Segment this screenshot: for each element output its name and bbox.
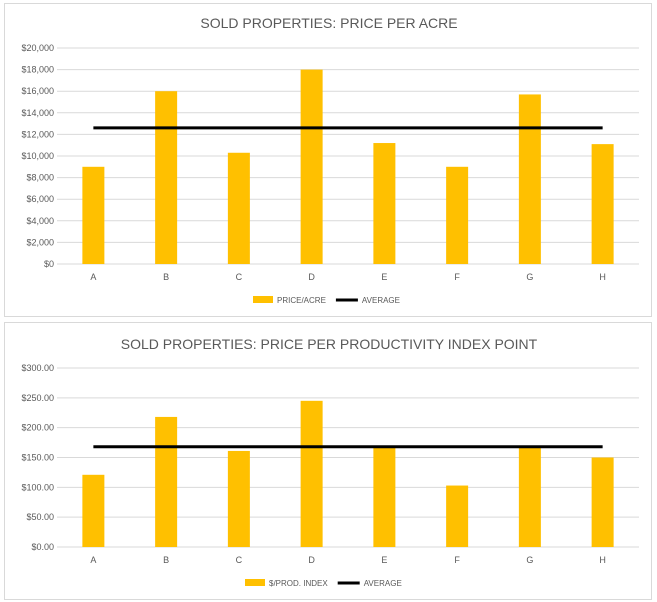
y-tick-label: $6,000 [26, 194, 54, 204]
legend: $/PROD. INDEX AVERAGE [245, 579, 402, 588]
x-tick-label: E [381, 272, 387, 282]
y-tick-label: $18,000 [21, 65, 54, 75]
x-tick-label: F [454, 555, 460, 565]
legend-swatch-bar [245, 579, 265, 586]
legend-label-bar: PRICE/ACRE [277, 296, 326, 305]
y-tick-label: $12,000 [21, 129, 54, 139]
bar-H [591, 457, 614, 547]
y-tick-label: $250.00 [21, 393, 54, 403]
y-tick-label: $16,000 [21, 86, 54, 96]
bar-D [300, 400, 323, 547]
bar-D [300, 69, 323, 264]
chart-panel-price-per-prod-index: SOLD PROPERTIES: PRICE PER PRODUCTIVITY … [4, 322, 652, 600]
chart-price-per-prod-index: SOLD PROPERTIES: PRICE PER PRODUCTIVITY … [21, 336, 639, 588]
x-tick-label: E [381, 555, 387, 565]
y-tick-label: $14,000 [21, 108, 54, 118]
bar-F [446, 485, 469, 547]
x-tick-label: C [236, 555, 243, 565]
bar-E [373, 143, 396, 264]
chart-price-per-acre: SOLD PROPERTIES: PRICE PER ACRE $0 $2,000… [21, 15, 639, 305]
bar-A [82, 474, 105, 547]
x-tick-label: D [308, 272, 315, 282]
y-tick-label: $200.00 [21, 423, 54, 433]
y-tick-label: $100.00 [21, 482, 54, 492]
x-tick-label: B [163, 272, 169, 282]
x-tick-label: A [90, 555, 96, 565]
y-tick-label: $2,000 [26, 237, 54, 247]
x-tick-label: G [526, 555, 533, 565]
bar-F [446, 166, 469, 264]
chart-title: SOLD PROPERTIES: PRICE PER ACRE [200, 15, 457, 31]
bar-B [155, 416, 178, 547]
bar-H [591, 144, 614, 264]
legend-label-average: AVERAGE [362, 296, 400, 305]
bar-E [373, 447, 396, 547]
legend-swatch-bar [253, 296, 273, 303]
y-tick-label: $150.00 [21, 453, 54, 463]
y-tick-label: $20,000 [21, 43, 54, 53]
x-tick-label: H [599, 272, 606, 282]
x-tick-label: B [163, 555, 169, 565]
x-tick-label: D [308, 555, 315, 565]
y-tick-label: $0 [44, 259, 54, 269]
y-tick-label: $0.00 [31, 542, 54, 552]
x-tick-label: H [599, 555, 606, 565]
y-tick-label: $10,000 [21, 151, 54, 161]
x-tick-label: G [526, 272, 533, 282]
chart-title: SOLD PROPERTIES: PRICE PER PRODUCTIVITY … [121, 336, 538, 352]
y-tick-label: $4,000 [26, 216, 54, 226]
x-tick-label: A [90, 272, 96, 282]
x-tick-label: C [236, 272, 243, 282]
bar-G [518, 447, 541, 547]
legend-label-bar: $/PROD. INDEX [269, 579, 328, 588]
y-tick-label: $300.00 [21, 363, 54, 373]
legend: PRICE/ACRE AVERAGE [253, 296, 400, 305]
y-tick-label: $50.00 [26, 512, 54, 522]
bar-C [227, 152, 250, 264]
bar-A [82, 166, 105, 264]
x-tick-label: F [454, 272, 460, 282]
bar-C [227, 450, 250, 547]
bar-B [155, 91, 178, 264]
chart-panel-price-per-acre: SOLD PROPERTIES: PRICE PER ACRE $0 $2,000… [4, 3, 652, 317]
legend-label-average: AVERAGE [364, 579, 402, 588]
y-tick-label: $8,000 [26, 173, 54, 183]
bar-G [518, 94, 541, 264]
